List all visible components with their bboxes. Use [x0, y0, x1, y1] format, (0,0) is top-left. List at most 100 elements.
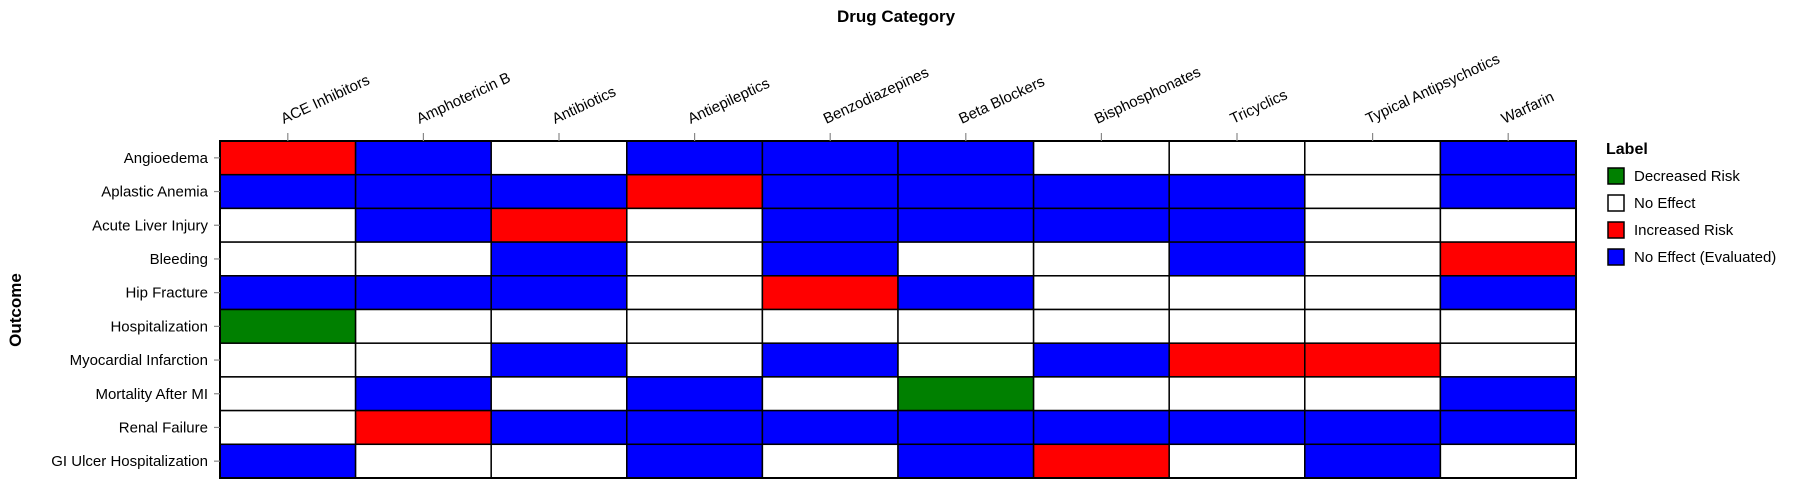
legend: Label Decreased Risk No Effect Increased R… — [1606, 141, 1776, 266]
legend-swatch — [1607, 221, 1625, 239]
column-label: Typical Antipsychotics — [1363, 51, 1502, 128]
heatmap-cell — [761, 207, 899, 243]
heatmap-cell — [897, 241, 1035, 277]
heatmap-cell — [490, 409, 628, 446]
heatmap-cell — [490, 275, 628, 311]
heatmap-cell — [490, 140, 628, 176]
column-label: Tricyclics — [1228, 86, 1291, 127]
legend-label: Decreased Risk — [1634, 168, 1740, 185]
heatmap-cell — [354, 308, 492, 344]
heatmap-cell — [219, 342, 357, 378]
heatmap-cell — [1168, 275, 1306, 311]
column-label: Beta Blockers — [956, 73, 1047, 128]
heatmap-cell — [219, 376, 357, 412]
heatmap-cell — [1439, 376, 1577, 412]
heatmap-cell — [626, 409, 764, 446]
heatmap-cell — [219, 140, 357, 176]
heatmap-cell — [1304, 140, 1442, 176]
legend-title: Label — [1606, 141, 1648, 158]
heatmap-cell — [1032, 342, 1170, 378]
heatmap-cell — [490, 173, 628, 210]
heatmap-cell — [1032, 308, 1170, 344]
heatmap-cell — [897, 275, 1035, 311]
heatmap-cell — [219, 275, 357, 311]
column-label: Warfarin — [1499, 88, 1557, 127]
heatmap-cell — [1439, 443, 1577, 479]
heatmap-cell — [761, 409, 899, 446]
row-label: Acute Liver Injury — [92, 217, 208, 234]
row-label: Aplastic Anemia — [101, 184, 208, 201]
legend-swatch — [1607, 248, 1625, 266]
heatmap-cell — [626, 173, 764, 210]
heatmap-cell — [1032, 376, 1170, 412]
heatmap-cell — [219, 443, 357, 479]
row-label: Bleeding — [150, 251, 208, 268]
row-label: Angioedema — [124, 150, 209, 167]
heatmap-cell — [1304, 409, 1442, 446]
chart-title: Drug Category — [837, 7, 956, 26]
heatmap-cell — [219, 173, 357, 210]
heatmap-cell — [354, 275, 492, 311]
legend-label: No Effect (Evaluated) — [1634, 249, 1776, 266]
heatmap-cell — [761, 173, 899, 210]
heatmap-cell — [626, 342, 764, 378]
heatmap-cell — [1439, 342, 1577, 378]
heatmap-cell — [219, 409, 357, 446]
legend-swatch — [1607, 194, 1625, 212]
heatmap-cell — [1032, 241, 1170, 277]
heatmap-cell — [1304, 173, 1442, 210]
heatmap-cell — [1168, 173, 1306, 210]
column-label: Amphotericin B — [414, 69, 513, 127]
heatmap-cell — [1032, 275, 1170, 311]
heatmap-cell — [1304, 241, 1442, 277]
heatmap-cell — [490, 207, 628, 243]
heatmap-cell — [490, 376, 628, 412]
plot-frame — [219, 140, 1577, 479]
heatmap-cell — [761, 308, 899, 344]
column-label: Bisphosphonates — [1092, 64, 1203, 128]
heatmap-cell — [1439, 409, 1577, 446]
row-label: Myocardial Infarction — [70, 352, 208, 369]
heatmap-cell — [626, 443, 764, 479]
heatmap-cell — [897, 342, 1035, 378]
heatmap-cell — [897, 409, 1035, 446]
heatmap-cell — [1304, 443, 1442, 479]
heatmap-cell — [1168, 140, 1306, 176]
heatmap-cell — [761, 241, 899, 277]
heatmap-cell — [219, 207, 357, 243]
legend-entries: Decreased Risk No Effect Increased Risk No … — [1607, 167, 1776, 266]
heatmap-cell — [1032, 409, 1170, 446]
row-label: Renal Failure — [119, 419, 208, 436]
heatmap-cell — [761, 140, 899, 176]
heatmap-cell — [354, 376, 492, 412]
row-label: GI Ulcer Hospitalization — [51, 453, 208, 470]
heatmap-cell — [354, 342, 492, 378]
heatmap-cell — [1439, 275, 1577, 311]
heatmap-cell — [1168, 409, 1306, 446]
legend-label: No Effect — [1634, 195, 1696, 212]
y-axis-label: Outcome — [6, 273, 25, 347]
heatmap-cell — [1304, 308, 1442, 344]
heatmap-cell — [1032, 173, 1170, 210]
row-labels: Angioedema Aplastic Anemia Acute Liver Inj… — [51, 150, 220, 470]
heatmap-cell — [761, 275, 899, 311]
heatmap-cell — [490, 342, 628, 378]
heatmap-cell — [1168, 443, 1306, 479]
heatmap-cell — [897, 173, 1035, 210]
heatmap-cell — [1168, 241, 1306, 277]
heatmap-cell — [1032, 207, 1170, 243]
column-labels: ACE Inhibitors Amphotericin B Antibiotics A… — [278, 51, 1557, 141]
heatmap-cell — [219, 241, 357, 277]
column-label: Antiepileptics — [685, 75, 772, 128]
heatmap-cell — [897, 376, 1035, 412]
heatmap-cell — [490, 241, 628, 277]
row-label: Hospitalization — [110, 318, 208, 335]
heatmap-cell — [1168, 308, 1306, 344]
heatmap-cell — [1168, 342, 1306, 378]
heatmap-cell — [354, 443, 492, 479]
heatmap-cell — [1439, 173, 1577, 210]
heatmap-cell — [1304, 342, 1442, 378]
legend-label: Increased Risk — [1634, 222, 1734, 239]
heatmap-cell — [897, 308, 1035, 344]
